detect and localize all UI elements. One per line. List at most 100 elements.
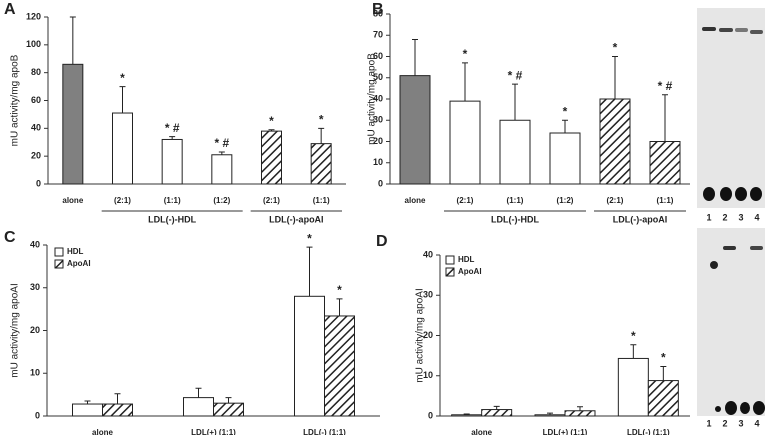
legend-label: HDL (458, 255, 475, 264)
error-bar (69, 16, 76, 65)
annotation: * # (165, 121, 180, 135)
legend-swatch (445, 255, 455, 265)
bar (102, 403, 133, 417)
x-tick-label: (2:1) (607, 196, 624, 205)
gel-lane-label: 3 (738, 418, 743, 428)
y-tick-label: 80 (31, 67, 41, 77)
x-tick-label: LDL(-) (1:1) (303, 428, 346, 435)
x-tick-label: LDL(+) (1:1) (191, 428, 236, 435)
y-axis-title: mU activity/mg apoAI (415, 288, 426, 382)
y-tick-label: 40 (31, 123, 41, 133)
x-tick-label: (2:1) (457, 196, 474, 205)
bar (549, 132, 581, 185)
annotation: * (319, 113, 324, 127)
bar (112, 112, 133, 185)
error-bar (612, 56, 618, 99)
bar (211, 154, 233, 185)
annotation: * # (658, 79, 673, 93)
y-tick-label: 20 (373, 136, 383, 146)
bar (324, 315, 355, 417)
y-tick-label: 0 (378, 178, 383, 188)
error-bar (512, 83, 518, 121)
error-bar (318, 127, 325, 144)
y-tick-label: 40 (30, 239, 40, 249)
gel-lane-label: 1 (706, 212, 711, 222)
error-bar (195, 387, 202, 398)
y-tick-label: 100 (26, 39, 41, 49)
y-tick-label: 10 (30, 368, 40, 378)
bar (294, 295, 325, 417)
legend-label: ApoAI (458, 267, 482, 276)
error-bar (662, 94, 668, 142)
annotation: * # (214, 136, 229, 150)
bar (161, 138, 183, 185)
x-tick-label: alone (92, 428, 113, 435)
bar (499, 119, 531, 185)
bar (449, 100, 481, 185)
legend-swatch (54, 259, 64, 269)
bar (599, 98, 631, 185)
gel-lane-label: 1 (706, 418, 711, 428)
gel-image-b (697, 8, 765, 208)
y-tick-label: 40 (373, 93, 383, 103)
y-tick-label: 60 (31, 95, 41, 105)
y-tick-label: 10 (423, 370, 433, 380)
y-tick-label: 120 (26, 11, 41, 21)
error-bar (630, 344, 637, 359)
panel-label: B (372, 1, 384, 18)
panel-label: A (4, 1, 16, 18)
bar (481, 409, 513, 417)
x-tick-label: LDL(-) (1:1) (627, 428, 670, 435)
error-bar (268, 129, 275, 132)
y-tick-label: 70 (373, 30, 383, 40)
x-tick-label: alone (62, 196, 83, 205)
error-bar (493, 405, 500, 410)
y-tick-label: 0 (35, 410, 40, 420)
y-tick-label: 0 (36, 178, 41, 188)
gel-lane-label: 4 (754, 418, 759, 428)
bar (647, 380, 679, 417)
annotation: * (661, 351, 666, 365)
annotation: * (563, 104, 568, 118)
gel-lane-label: 2 (722, 212, 727, 222)
annotation: * (613, 41, 618, 55)
annotation: * (631, 329, 636, 343)
y-tick-label: 50 (373, 72, 383, 82)
bar (213, 402, 244, 417)
bar (617, 357, 649, 417)
bar (72, 403, 103, 417)
y-tick-label: 30 (373, 115, 383, 125)
group-label: LDL(-)-HDL (491, 214, 539, 224)
annotation: * (120, 71, 125, 85)
x-tick-label: (1:1) (164, 196, 181, 205)
error-bar (225, 397, 232, 404)
error-bar (660, 365, 667, 381)
group-label: LDL(-)-apoAI (269, 214, 323, 224)
annotation: * (307, 231, 312, 245)
bar (564, 410, 596, 417)
y-tick-label: 30 (30, 282, 40, 292)
error-bar (547, 412, 553, 415)
annotation: * (337, 283, 342, 297)
legend-label: HDL (67, 247, 84, 256)
error-bar (562, 119, 568, 133)
bar (261, 130, 282, 185)
bar (399, 75, 431, 185)
error-bar (336, 298, 343, 316)
error-bar (306, 246, 313, 297)
y-tick-label: 60 (373, 51, 383, 61)
gel-lane-label: 4 (754, 212, 759, 222)
annotation: * # (508, 68, 523, 82)
bar (310, 143, 332, 185)
x-tick-label: (1:1) (313, 196, 330, 205)
gel-image-d (697, 228, 765, 416)
y-axis-title: mU activity/mg apoB (367, 53, 378, 145)
error-bar (218, 151, 225, 155)
x-tick-label: (1:1) (507, 196, 524, 205)
y-tick-label: 40 (423, 249, 433, 259)
x-tick-label: (2:1) (114, 196, 131, 205)
bar (183, 397, 214, 417)
error-bar (169, 136, 176, 140)
x-tick-label: alone (405, 196, 426, 205)
